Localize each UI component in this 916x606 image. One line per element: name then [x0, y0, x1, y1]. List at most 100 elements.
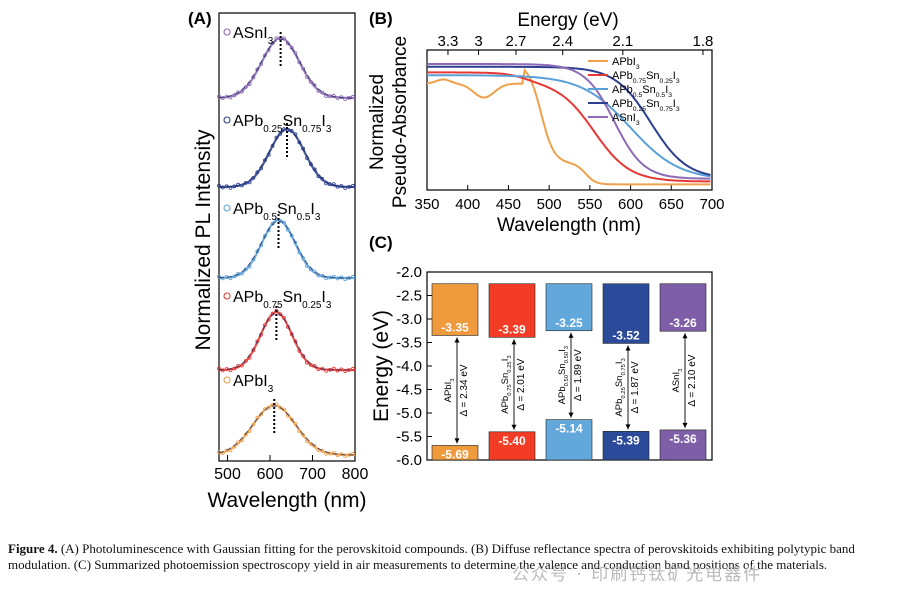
- a-pl-point: [289, 233, 294, 238]
- c-gap-arrow-head: [682, 422, 688, 428]
- a-pl-point: [305, 264, 309, 268]
- c-bar-compound-label: APb0.50Sn0.50I3: [557, 345, 570, 404]
- c-gap-arrow-head: [454, 337, 460, 343]
- a-pl-point: [343, 277, 348, 282]
- panel-b-ylabel-line2: Pseudo-Absorbance: [390, 36, 411, 208]
- panel-a-curves: ASnI3 APb0.25Sn0.75I3 APb0.5Sn0.5I3 APb0.75…: [217, 25, 355, 458]
- c-bar-gap-label: Δ = 2.34 eV: [459, 364, 470, 416]
- a-pl-point: [278, 405, 283, 410]
- c-gap-arrow-head: [625, 345, 631, 351]
- panel-b: (B) Energy (eV) Normalized Pseudo-Absorb…: [367, 9, 725, 236]
- a-pl-point: [297, 429, 302, 433]
- b-legend-label: APb0.75Sn0.25I3: [612, 70, 680, 85]
- b-top-tick-label: 2.7: [506, 33, 527, 50]
- panel-b-ylabel-line1: Normalized: [367, 74, 388, 170]
- b-xtick-label: 450: [496, 196, 521, 213]
- a-pl-point: [293, 51, 298, 56]
- a-pl-point: [327, 451, 332, 456]
- a-pl-point: [247, 429, 252, 433]
- a-pl-point: [312, 167, 317, 172]
- panel-c-bars: -3.35 -5.69 APbI3 Δ = 2.34 eV -3.39 -5.40 APb0…: [431, 283, 707, 461]
- c-cb-label: -3.52: [612, 328, 640, 342]
- c-cb-label: -3.26: [669, 316, 697, 330]
- a-pl-point: [312, 83, 317, 88]
- a-curve-label: APb0.5Sn0.5I3: [233, 201, 321, 223]
- b-top-tick-label: 1.8: [693, 33, 714, 50]
- c-gap-arrow-head: [682, 333, 688, 339]
- a-pl-curve: [219, 36, 355, 100]
- a-legend-marker: [223, 292, 231, 300]
- c-gap-arrow-head: [568, 332, 574, 338]
- a-pl-point: [297, 60, 302, 65]
- c-gap-arrow-head: [511, 339, 517, 345]
- a-pl-point: [217, 274, 221, 279]
- a-pl-point: [239, 271, 244, 276]
- c-conduction-band-bar: [431, 283, 479, 336]
- a-pl-point: [312, 269, 317, 274]
- a-pl-point: [301, 146, 306, 151]
- a-pl-point: [224, 448, 229, 453]
- a-pl-point: [305, 439, 309, 444]
- a-curve-label: APbI3: [233, 373, 274, 395]
- a-pl-point: [232, 366, 237, 371]
- a-pl-curve: [219, 127, 355, 189]
- c-vb-label: -5.36: [669, 432, 697, 446]
- c-bar-gap-label: Δ = 2.01 eV: [516, 358, 527, 410]
- c-valence-band-bar: [545, 419, 593, 461]
- panel-b-xlabel: Wavelength (nm): [497, 215, 641, 236]
- a-pl-point: [335, 368, 340, 373]
- a-pl-point: [285, 41, 290, 46]
- panel-c-label: (C): [369, 233, 393, 252]
- panel-b-ticks: 350 400 450 500 550 600 650 700 3.3 3 2.7 2.4 2.1 1.8: [414, 33, 724, 213]
- panel-a-xlabel: Wavelength (nm): [207, 489, 366, 512]
- a-xtick-label: 800: [342, 466, 369, 483]
- a-pl-point: [251, 422, 256, 427]
- a-pl-point: [343, 186, 348, 190]
- b-top-tick-label: 3: [474, 33, 482, 50]
- a-pl-point: [270, 41, 275, 46]
- a-gaussian-fit: [218, 38, 355, 99]
- a-pl-point: [239, 183, 244, 188]
- b-legend-label: APb0.25Sn0.75I3: [612, 98, 680, 113]
- a-pl-point: [312, 443, 317, 448]
- c-gap-arrow-head: [454, 438, 460, 444]
- panel-c: (C) Energy (eV) -2.0 -2.5 -3.0 -3.5 -4.0 -4.5…: [369, 233, 713, 469]
- a-pl-point: [293, 421, 298, 426]
- panel-c-yticks: -2.0 -2.5 -3.0 -3.5 -4.0 -4.5 -5.0 -5.5 -6.0: [396, 264, 432, 469]
- c-cb-label: -3.25: [555, 316, 583, 330]
- panel-b-top-axis-label: Energy (eV): [517, 10, 618, 31]
- figure-caption: Figure 4. (A) Photoluminescence with Gau…: [8, 541, 910, 573]
- b-legend-label: APb0.5Sn0.5I3: [612, 84, 672, 99]
- a-pl-point: [308, 79, 313, 84]
- a-pl-point: [339, 367, 344, 372]
- a-legend-marker: [223, 376, 231, 384]
- figure-canvas: (A) Normalized PL Intensity Wavelength (…: [188, 9, 725, 512]
- a-pl-point: [293, 339, 298, 344]
- b-xtick-label: 400: [455, 196, 480, 213]
- c-ytick-label: -5.0: [396, 405, 422, 422]
- a-pl-point: [320, 90, 325, 95]
- b-xtick-label: 600: [618, 196, 643, 213]
- c-valence-band-bar: [602, 431, 650, 461]
- panel-a: (A) Normalized PL Intensity Wavelength (…: [188, 9, 368, 512]
- a-pl-point: [255, 339, 260, 344]
- a-pl-point: [289, 417, 294, 422]
- a-pl-point: [236, 363, 241, 368]
- b-xtick-label: 550: [577, 196, 602, 213]
- c-bar-gap-label: Δ = 1.89 eV: [573, 349, 584, 401]
- a-gaussian-fit: [218, 312, 355, 371]
- a-pl-point: [247, 180, 252, 185]
- a-gaussian-fit: [218, 220, 355, 279]
- a-pl-point: [255, 67, 260, 72]
- a-pl-point: [228, 448, 233, 453]
- a-pl-point: [220, 276, 225, 281]
- c-conduction-band-bar: [488, 283, 536, 338]
- c-bar-compound-label: APb0.75Sn0.25I3: [500, 355, 513, 414]
- a-pl-point: [247, 82, 252, 87]
- a-pl-point: [220, 96, 225, 100]
- a-pl-point: [278, 131, 283, 136]
- a-pl-point: [236, 271, 241, 276]
- c-valence-band-bar: [659, 429, 707, 461]
- caption-lead: Figure 4.: [8, 541, 58, 556]
- c-conduction-band-bar: [602, 283, 650, 344]
